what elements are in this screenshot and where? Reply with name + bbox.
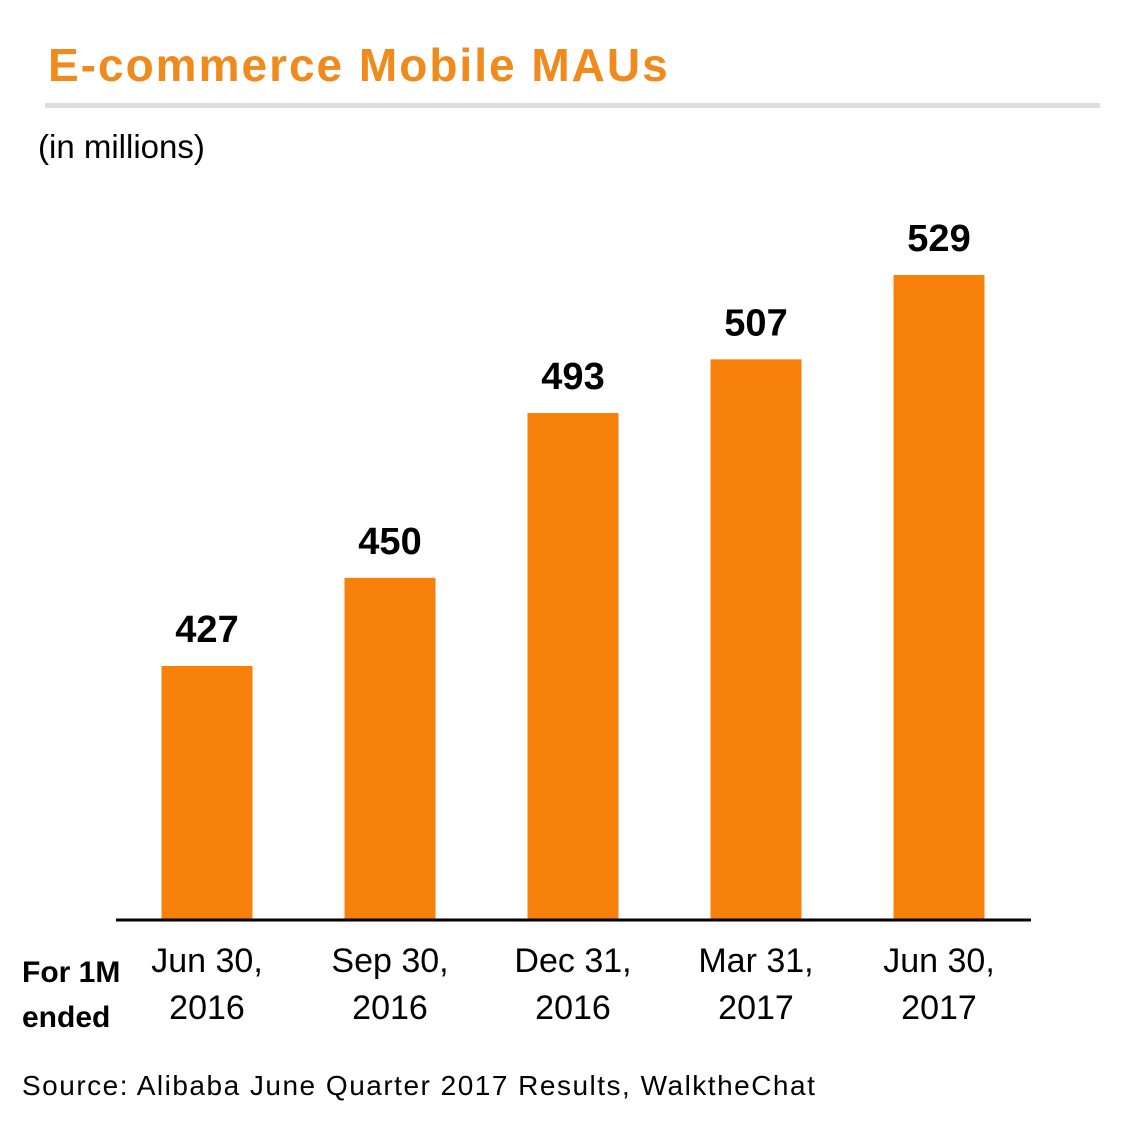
bar-5 xyxy=(893,275,985,919)
bar-2 xyxy=(344,577,436,919)
category-label-line1: Sep 30, xyxy=(331,942,449,980)
category-axis-title-line1: For 1M xyxy=(22,956,121,989)
data-label-5: 529 xyxy=(907,218,970,260)
category-label-line1: Jun 30, xyxy=(883,942,995,980)
data-label-3: 493 xyxy=(541,356,604,398)
category-label-line2: 2016 xyxy=(535,989,611,1027)
category-label-line1: Jun 30, xyxy=(151,942,263,980)
data-label-1: 427 xyxy=(175,609,238,651)
source-note: Source: Alibaba June Quarter 2017 Result… xyxy=(22,1070,817,1101)
title-divider xyxy=(45,103,1100,108)
category-label-4: Mar 31, 2017 xyxy=(666,938,846,1032)
bar-3 xyxy=(527,413,619,919)
category-axis-title: For 1M ended xyxy=(22,950,120,1040)
category-label-line1: Mar 31, xyxy=(698,942,814,980)
bar-1 xyxy=(161,666,253,919)
category-label-line1: Dec 31, xyxy=(514,942,632,980)
category-label-line2: 2017 xyxy=(901,989,977,1027)
data-label-2: 450 xyxy=(358,521,421,563)
category-label-1: Jun 30, 2016 xyxy=(117,938,297,1032)
bar-4 xyxy=(710,359,802,919)
category-label-line2: 2016 xyxy=(352,989,428,1027)
data-label-4: 507 xyxy=(724,302,787,344)
category-label-5: Jun 30, 2017 xyxy=(849,938,1029,1032)
category-label-2: Sep 30, 2016 xyxy=(300,938,480,1032)
category-label-line2: 2016 xyxy=(169,989,245,1027)
category-label-line2: 2017 xyxy=(718,989,794,1027)
category-label-3: Dec 31, 2016 xyxy=(483,938,663,1032)
unit-note: (in millions) xyxy=(38,128,205,165)
chart-title: E-commerce Mobile MAUs xyxy=(48,39,670,91)
category-axis-title-line2: ended xyxy=(22,1001,111,1034)
